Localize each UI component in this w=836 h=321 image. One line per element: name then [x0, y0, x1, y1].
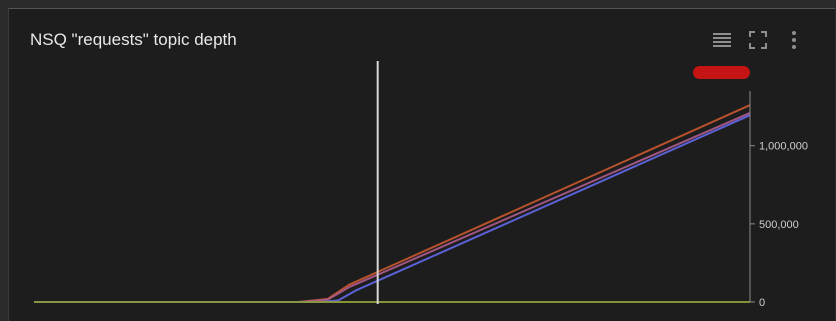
line-chart: 0 500,000 1,000,000 [34, 61, 808, 309]
series-line-1 [34, 104, 751, 303]
more-vert-icon[interactable] [783, 29, 805, 51]
fullscreen-icon[interactable] [747, 29, 769, 51]
y-tick-label: 500,000 [759, 219, 799, 231]
list-icon[interactable] [711, 29, 733, 51]
chart-panel: NSQ "requests" topic depth [8, 8, 835, 321]
y-tick-label: 0 [759, 297, 765, 309]
y-tick-label: 1,000,000 [759, 141, 808, 153]
series-line-3 [34, 114, 751, 303]
panel-title: NSQ "requests" topic depth [30, 30, 237, 49]
legend-marker [693, 66, 750, 79]
panel-toolbar [711, 29, 805, 51]
